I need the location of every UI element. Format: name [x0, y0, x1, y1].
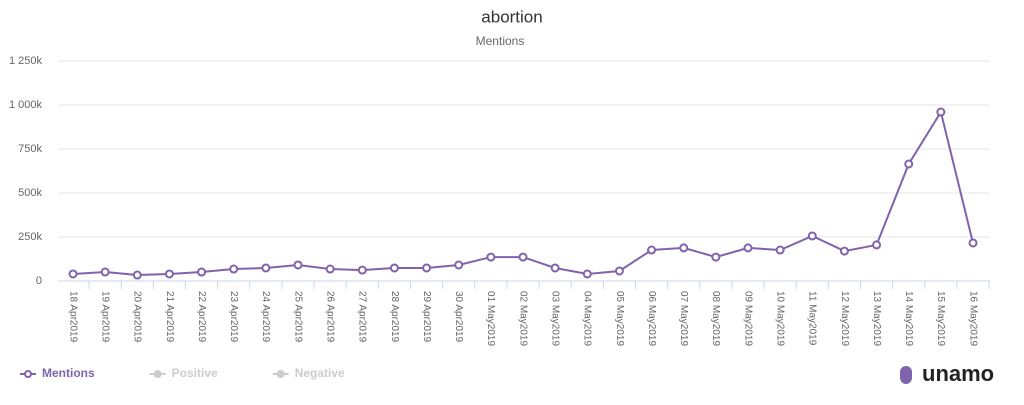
legend-marker: [276, 370, 285, 378]
x-tick-label: 13 May2019: [871, 291, 882, 346]
x-tick-label: 22 Apr2019: [196, 291, 207, 343]
x-tick-label: 15 May2019: [935, 291, 946, 346]
x-tick-label: 16 May2019: [967, 291, 978, 346]
brand-logo: [900, 366, 912, 384]
point: [229, 264, 239, 274]
point: [164, 269, 174, 279]
x-tick-label: 08 May2019: [710, 291, 721, 346]
brand: unamo: [922, 361, 994, 386]
x-tick-label: 23 Apr2019: [228, 291, 239, 343]
point: [100, 267, 110, 277]
x-tick-label: 21 Apr2019: [164, 291, 175, 343]
legend-label[interactable]: Negative: [295, 366, 345, 380]
point: [422, 263, 432, 273]
x-tick-label: 18 Apr2019: [67, 291, 78, 343]
point: [614, 266, 624, 276]
point: [647, 245, 657, 255]
x-tick-label: 07 May2019: [678, 291, 689, 346]
point: [679, 243, 689, 253]
point: [839, 246, 849, 256]
x-tick-label: 28 Apr2019: [389, 291, 400, 343]
point: [325, 264, 335, 274]
x-tick-label: 11 May2019: [807, 291, 818, 346]
chart-title: abortion: [481, 7, 542, 26]
point: [550, 263, 560, 273]
x-tick-label: 14 May2019: [903, 291, 914, 346]
x-tick-label: 03 May2019: [550, 291, 561, 346]
point: [486, 252, 496, 262]
x-tick-label: 10 May2019: [775, 291, 786, 346]
point: [775, 245, 785, 255]
y-tick-label: 500k: [18, 187, 42, 199]
y-tick-label: 250k: [18, 231, 42, 243]
point: [743, 243, 753, 253]
point: [936, 107, 946, 117]
x-tick-label: 12 May2019: [839, 291, 850, 346]
point: [582, 269, 592, 279]
point: [904, 159, 914, 169]
y-tick-label: 1 000k: [9, 99, 43, 111]
x-tick-label: 04 May2019: [582, 291, 593, 346]
y-tick-label: 0: [36, 275, 42, 287]
point: [872, 240, 882, 250]
x-tick-label: 27 Apr2019: [357, 291, 368, 343]
legend-label[interactable]: Positive: [172, 366, 218, 380]
x-tick-label: 09 May2019: [742, 291, 753, 346]
x-tick-label: 29 Apr2019: [421, 291, 432, 343]
point: [261, 263, 271, 273]
point: [293, 260, 303, 270]
x-tick-label: 20 Apr2019: [132, 291, 143, 343]
y-tick-label: 750k: [18, 143, 42, 155]
point: [132, 270, 142, 280]
chart-subtitle: Mentions: [476, 34, 525, 48]
x-tick-label: 26 Apr2019: [325, 291, 336, 343]
point: [968, 238, 978, 248]
x-tick-label: 05 May2019: [614, 291, 625, 346]
x-tick-label: 02 May2019: [517, 291, 528, 346]
x-tick-label: 19 Apr2019: [100, 291, 111, 343]
point: [68, 269, 78, 279]
point: [518, 252, 528, 262]
point: [454, 260, 464, 270]
point: [807, 231, 817, 241]
x-tick-label: 24 Apr2019: [260, 291, 271, 343]
point: [357, 265, 367, 275]
x-tick-label: 06 May2019: [646, 291, 657, 346]
point: [197, 267, 207, 277]
x-tick-label: 25 Apr2019: [292, 291, 303, 343]
x-tick-label: 30 Apr2019: [453, 291, 464, 343]
y-tick-label: 1 250k: [9, 55, 43, 67]
line: [72, 109, 974, 277]
legend-marker: [153, 370, 162, 378]
x-tick-label: 01 May2019: [485, 291, 496, 346]
point: [389, 263, 399, 273]
legend-marker: [24, 370, 32, 378]
legend-label[interactable]: Mentions: [42, 366, 95, 380]
point: [711, 252, 721, 262]
